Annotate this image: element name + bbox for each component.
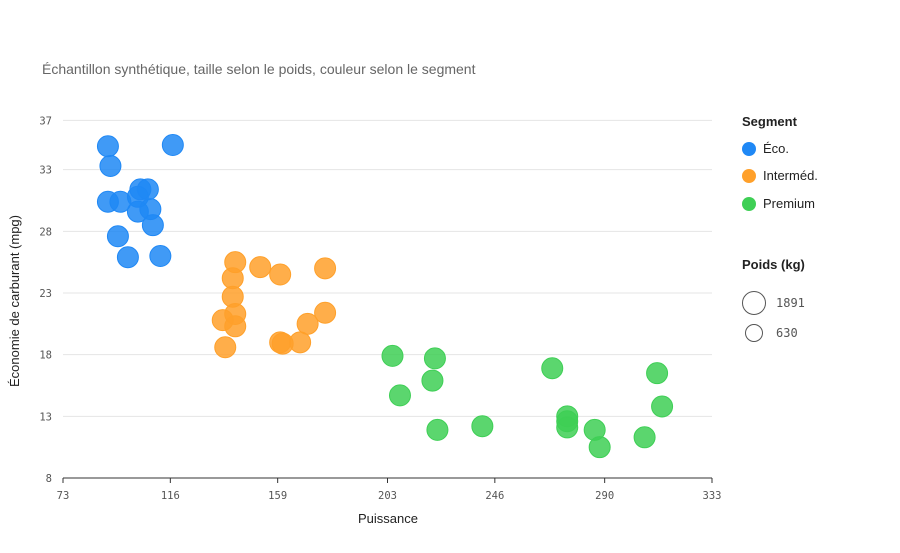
data-point-2-6[interactable]: [541, 357, 564, 380]
data-point-2-11[interactable]: [588, 436, 611, 459]
data-point-0-12[interactable]: [149, 245, 172, 267]
legend-item-premium[interactable]: Premium: [742, 196, 815, 211]
data-point-1-2[interactable]: [221, 267, 244, 290]
data-point-1-10[interactable]: [314, 301, 337, 324]
data-points: [96, 134, 674, 459]
data-point-1-14[interactable]: [214, 336, 237, 359]
y-tick-label: 18: [39, 350, 52, 362]
size-label-large: 1891: [776, 296, 805, 310]
legend-label-intermed: Interméd.: [763, 168, 818, 183]
data-point-2-9[interactable]: [556, 416, 579, 439]
data-point-0-11[interactable]: [116, 246, 139, 269]
y-tick-label: 28: [39, 226, 52, 238]
size-label-small: 630: [776, 326, 798, 340]
chart-subtitle: Échantillon synthétique, taille selon le…: [42, 61, 476, 77]
legend-segment-title: Segment: [742, 114, 797, 129]
size-circle-small: [745, 324, 763, 342]
x-tick-label: 290: [595, 490, 614, 502]
legend-swatch-intermed: [742, 168, 756, 183]
legend-size-large: 1891: [742, 291, 805, 315]
gridlines: [63, 119, 712, 417]
data-point-0-0[interactable]: [96, 135, 119, 158]
legend-size-small: 630: [745, 324, 798, 342]
data-point-2-3[interactable]: [388, 384, 411, 407]
data-point-2-4[interactable]: [426, 418, 449, 441]
data-point-0-7[interactable]: [136, 178, 159, 201]
y-tick-label: 8: [46, 473, 52, 485]
data-point-1-1[interactable]: [249, 256, 272, 279]
axes: 8 13 18 23 28 33 37 73 116 159 203 246 290 333: [39, 115, 721, 502]
legend-item-eco[interactable]: Éco.: [742, 141, 789, 156]
x-tick-label: 203: [378, 490, 397, 502]
x-tick-label: 333: [703, 490, 722, 502]
data-point-0-1[interactable]: [99, 154, 122, 177]
legend-swatch-eco: [742, 141, 756, 156]
data-point-2-14[interactable]: [651, 395, 674, 418]
x-tick-label: 246: [485, 490, 504, 502]
data-point-2-0[interactable]: [381, 344, 404, 367]
data-point-1-8[interactable]: [224, 315, 247, 338]
x-tick-label: 73: [57, 490, 70, 502]
y-tick-label: 13: [39, 411, 52, 423]
legend-swatch-premium: [742, 196, 756, 211]
data-point-2-12[interactable]: [633, 426, 656, 449]
legend-size-title: Poids (kg): [742, 257, 805, 272]
x-axis-title: Puissance: [358, 511, 418, 526]
data-point-0-9[interactable]: [106, 225, 129, 248]
legend-label-eco: Éco.: [763, 141, 790, 156]
x-tick-label: 159: [268, 490, 287, 502]
legend-item-intermed[interactable]: Interméd.: [742, 168, 818, 183]
data-point-2-2[interactable]: [421, 369, 444, 392]
legend-label-premium: Premium: [763, 196, 816, 211]
data-point-1-3[interactable]: [269, 263, 292, 286]
y-tick-label: 33: [39, 165, 52, 177]
y-tick-label: 37: [39, 115, 52, 127]
x-tick-label: 116: [161, 490, 180, 502]
data-point-0-10[interactable]: [141, 214, 164, 237]
data-point-2-1[interactable]: [423, 347, 446, 370]
data-point-1-13[interactable]: [289, 331, 312, 354]
y-tick-label: 23: [39, 288, 52, 300]
data-point-0-13[interactable]: [161, 134, 184, 156]
y-axis-title: Économie de carburant (mpg): [7, 215, 22, 387]
size-circle-large: [742, 291, 766, 315]
data-point-2-13[interactable]: [646, 362, 669, 385]
data-point-1-4[interactable]: [314, 257, 337, 280]
data-point-2-5[interactable]: [471, 415, 494, 438]
